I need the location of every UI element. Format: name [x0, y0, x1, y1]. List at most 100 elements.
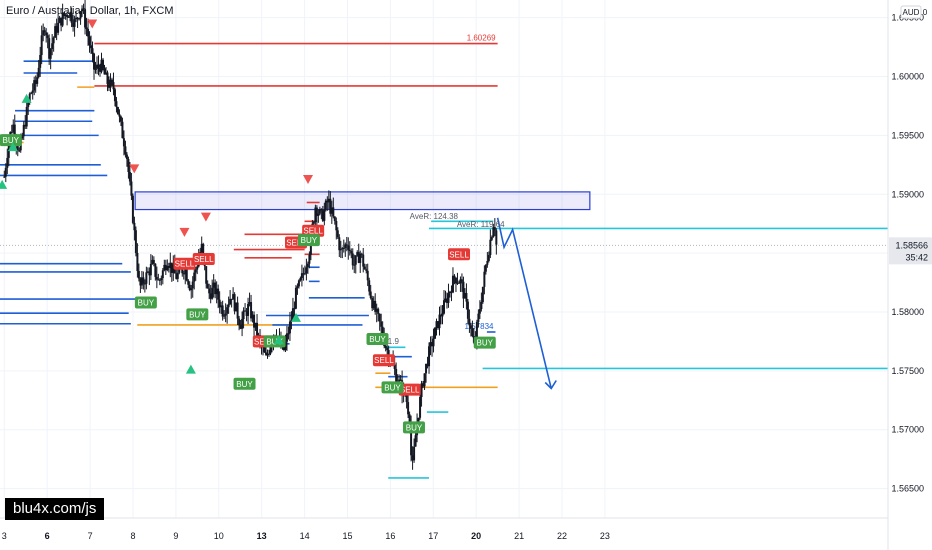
candle-body: [347, 245, 350, 250]
buy-signal: BUY: [297, 234, 320, 247]
candle-body: [294, 287, 297, 309]
candle-body: [486, 260, 489, 265]
candle-body: [16, 144, 19, 151]
candle-body: [142, 277, 145, 284]
candle-body: [297, 280, 300, 287]
candle-body: [287, 333, 290, 335]
buy-signal: BUY: [186, 308, 209, 321]
candle-body: [69, 12, 72, 17]
candle-body: [372, 300, 375, 309]
candle-body: [233, 294, 236, 312]
candle-body: [4, 167, 7, 177]
projection-arrowhead: [544, 380, 557, 390]
candle-body: [84, 9, 87, 28]
signal-box: [173, 257, 196, 270]
signal-label: BUY: [2, 136, 19, 145]
candle-body: [109, 79, 112, 88]
y-tick-label: 1.60000: [891, 72, 924, 82]
candle-body: [46, 35, 49, 39]
candle-body: [345, 244, 348, 246]
candle-body: [487, 255, 490, 261]
candle-body: [323, 209, 326, 221]
candle-body: [339, 249, 342, 251]
candle-body: [438, 314, 441, 329]
candle-body: [363, 266, 366, 270]
candle-body: [462, 281, 465, 299]
signal-label: BUY: [384, 383, 401, 392]
candle-body: [196, 266, 199, 270]
brand-badge: blu4x.com/js: [5, 498, 105, 520]
candle-body: [60, 17, 63, 26]
candle-body: [133, 222, 136, 231]
candle-body: [37, 67, 40, 78]
candle-body: [490, 237, 493, 240]
candle-body: [217, 288, 220, 300]
candle-body: [70, 12, 73, 23]
current-price-tag: [889, 237, 932, 265]
candle-body: [91, 48, 94, 54]
candle-body: [224, 313, 227, 316]
zones-layer: [134, 191, 591, 211]
candle-body: [335, 221, 338, 231]
buy-signal: BUY: [473, 336, 496, 349]
buy-signal: BUY: [134, 296, 157, 309]
candle-body: [447, 293, 450, 303]
candle-body: [338, 237, 341, 251]
candle-body: [66, 14, 69, 17]
down-arrow-icon: [179, 227, 190, 237]
candle-body: [266, 354, 269, 356]
candle-body: [454, 277, 457, 284]
y-tick-label: 1.58000: [891, 307, 924, 317]
candle-body: [18, 150, 21, 152]
candle-body: [291, 308, 294, 321]
candle-body: [212, 282, 215, 288]
candle-body: [110, 79, 113, 83]
candle-body: [94, 68, 97, 70]
candle-body: [341, 248, 344, 250]
candle-body: [265, 352, 268, 355]
y-tick-label: 1.59000: [891, 189, 924, 199]
candle-body: [40, 35, 43, 56]
candle-body: [329, 198, 332, 214]
candle-body: [326, 200, 329, 203]
candle-body: [152, 259, 155, 264]
signal-label: SELL: [194, 255, 214, 264]
candle-body: [63, 12, 66, 16]
candle-body: [399, 379, 402, 381]
candle-body: [315, 207, 318, 216]
y-tick-label: 1.59500: [891, 130, 924, 140]
x-tick-label: 6: [45, 531, 50, 541]
candle-body: [90, 45, 93, 49]
candle-body: [230, 298, 233, 300]
candle-body: [414, 435, 417, 447]
candle-body: [54, 26, 57, 38]
signal-label: SELL: [303, 227, 323, 236]
candle-body: [137, 271, 140, 279]
candle-body: [428, 346, 431, 367]
candle-body: [411, 455, 414, 461]
candle-body: [3, 176, 6, 178]
candle-body: [131, 195, 134, 223]
candle-body: [448, 291, 451, 294]
candle-body: [72, 22, 75, 27]
candle-body: [378, 313, 381, 322]
candle-body: [282, 345, 285, 350]
candle-body: [489, 239, 492, 256]
buy-signal: BUY: [366, 333, 389, 346]
candle-body: [288, 321, 291, 334]
candle-body: [205, 266, 208, 284]
candle-body: [380, 321, 383, 327]
candle-body: [478, 309, 481, 314]
candle-body: [200, 243, 203, 253]
candle-body: [431, 342, 434, 347]
signal-label: SELL: [286, 239, 306, 248]
candle-body: [28, 93, 31, 103]
candle-body: [408, 414, 411, 425]
signal-box: [297, 234, 320, 247]
x-tick-label: 16: [385, 531, 395, 541]
candle-body: [143, 283, 146, 285]
candle-body: [460, 279, 463, 282]
candle-body: [100, 59, 103, 72]
